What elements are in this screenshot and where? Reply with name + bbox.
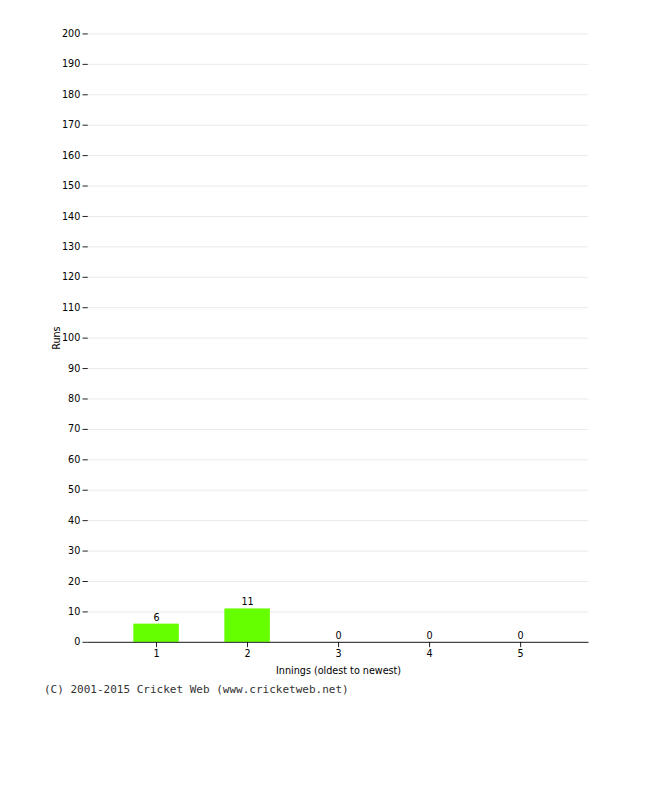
- svg-text:40: 40: [68, 515, 80, 526]
- svg-text:100: 100: [62, 332, 80, 343]
- svg-text:110: 110: [62, 302, 80, 313]
- svg-text:0: 0: [74, 636, 80, 647]
- svg-text:140: 140: [62, 211, 80, 222]
- svg-text:60: 60: [68, 454, 80, 465]
- svg-text:2: 2: [244, 648, 250, 659]
- svg-text:0: 0: [427, 630, 433, 641]
- svg-text:150: 150: [62, 180, 80, 191]
- svg-text:190: 190: [62, 58, 80, 69]
- svg-text:50: 50: [68, 484, 80, 495]
- svg-text:120: 120: [62, 271, 80, 282]
- svg-text:0: 0: [518, 630, 524, 641]
- svg-text:6: 6: [153, 612, 159, 623]
- svg-text:1: 1: [153, 648, 159, 659]
- svg-text:3: 3: [336, 648, 342, 659]
- svg-text:Runs: Runs: [51, 326, 62, 349]
- svg-text:90: 90: [68, 363, 80, 374]
- svg-text:180: 180: [62, 89, 80, 100]
- svg-text:30: 30: [68, 545, 80, 556]
- svg-text:70: 70: [68, 423, 80, 434]
- svg-text:170: 170: [62, 119, 80, 130]
- svg-text:10: 10: [68, 606, 80, 617]
- svg-text:0: 0: [336, 630, 342, 641]
- html-text:(C) 2001-2015 Cricket Web (www: (C) 2001-2015 Cricket Web (www.cricketwe…: [44, 683, 349, 697]
- svg-text:5: 5: [518, 648, 524, 659]
- svg-text:20: 20: [68, 576, 80, 587]
- svg-text:Innings (oldest to newest): Innings (oldest to newest): [276, 665, 401, 676]
- svg-text:80: 80: [68, 393, 80, 404]
- svg-text:4: 4: [427, 648, 433, 659]
- svg-text:11: 11: [241, 596, 253, 607]
- svg-text:130: 130: [62, 241, 80, 252]
- svg-text:160: 160: [62, 150, 80, 161]
- svg-text:200: 200: [62, 28, 80, 39]
